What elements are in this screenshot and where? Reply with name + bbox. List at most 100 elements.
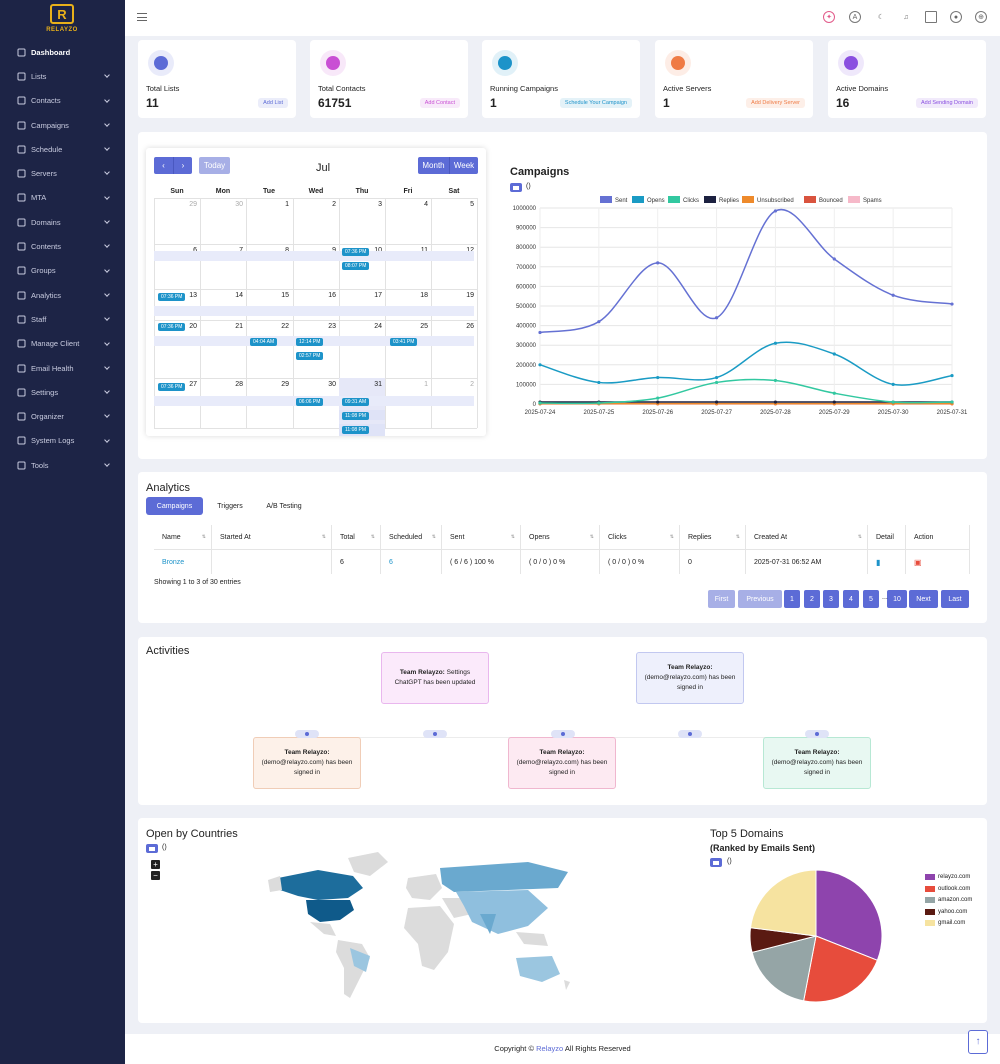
calendar-day[interactable]: 16 <box>328 292 336 299</box>
pagination-previous[interactable]: Previous <box>738 590 782 608</box>
calendar-prev-button[interactable]: ‹ <box>154 157 173 174</box>
column-header[interactable]: Started At ⇅ <box>212 525 332 549</box>
calendar-day[interactable]: 30 <box>328 381 336 388</box>
calendar-day[interactable]: 28 <box>235 381 243 388</box>
sidebar-item-settings[interactable]: Settings <box>0 380 125 404</box>
calendar-day[interactable]: 8 <box>249 247 289 254</box>
week-view-button[interactable]: Week <box>449 157 478 174</box>
calendar-day[interactable]: 14 <box>235 292 243 299</box>
calendar-day[interactable]: 13 <box>189 292 197 299</box>
calendar-day[interactable]: 2 <box>470 381 474 388</box>
calendar-day[interactable]: 24 <box>374 323 382 330</box>
sparkle-icon[interactable]: ✦ <box>823 11 835 23</box>
sidebar-item-staff[interactable]: Staff <box>0 307 125 331</box>
sidebar-item-tools[interactable]: Tools <box>0 453 125 477</box>
calendar-day[interactable]: 27 <box>189 381 197 388</box>
footer-brand-link[interactable]: Relayzo <box>536 1044 564 1053</box>
column-header[interactable]: Detail <box>868 525 906 549</box>
calendar-day[interactable]: 21 <box>235 323 243 330</box>
sidebar-item-groups[interactable]: Groups <box>0 259 125 283</box>
map-date-calendar-icon[interactable] <box>146 844 158 853</box>
sidebar-item-email-health[interactable]: Email Health <box>0 356 125 380</box>
sort-icon[interactable]: ⇅ <box>201 534 206 540</box>
calendar-event[interactable]: 07:36 PM <box>158 293 186 301</box>
calendar-day[interactable]: 20 <box>189 323 197 330</box>
calendar-day[interactable]: 1 <box>424 381 428 388</box>
table-cell[interactable]: 6 <box>381 550 442 574</box>
sidebar-item-contents[interactable]: Contents <box>0 234 125 258</box>
bell-icon[interactable]: ♫ <box>903 13 909 21</box>
calendar-day[interactable]: 12 <box>434 247 474 254</box>
date-range-calendar-icon[interactable] <box>510 183 522 192</box>
column-header[interactable]: Opens ⇅ <box>521 525 600 549</box>
sort-icon[interactable]: ⇅ <box>589 534 594 540</box>
tab-a-b-testing[interactable]: A/B Testing <box>266 502 302 510</box>
map-zoom-in-button[interactable]: + <box>151 860 160 869</box>
column-header[interactable]: Action <box>906 525 970 549</box>
globe-settings-icon[interactable]: ⊕ <box>975 11 987 23</box>
calendar-day[interactable]: 30 <box>235 201 243 208</box>
map-zoom-out-button[interactable]: − <box>151 871 160 880</box>
calendar-day[interactable]: 23 <box>328 323 336 330</box>
calendar-event[interactable]: 07:36 PM <box>342 248 370 256</box>
calendar-day[interactable]: 6 <box>157 247 197 254</box>
calendar-day[interactable]: 18 <box>420 292 428 299</box>
column-header[interactable]: Name ⇅ <box>154 525 212 549</box>
stat-action-button[interactable]: Add Delivery Server <box>746 98 805 108</box>
sidebar-item-servers[interactable]: Servers <box>0 161 125 185</box>
calendar-day[interactable]: 5 <box>470 201 474 208</box>
calendar-day[interactable]: 17 <box>374 292 382 299</box>
fullscreen-icon[interactable] <box>925 11 937 23</box>
calendar-day[interactable]: 26 <box>466 323 474 330</box>
sort-icon[interactable]: ⇅ <box>735 534 740 540</box>
column-header[interactable]: Created At ⇅ <box>746 525 868 549</box>
sidebar-item-system-logs[interactable]: System Logs <box>0 429 125 453</box>
calendar-day[interactable]: 4 <box>424 201 428 208</box>
domains-date-calendar-icon[interactable] <box>710 858 722 867</box>
sort-icon[interactable]: ⇅ <box>431 534 436 540</box>
menu-toggle-icon[interactable] <box>137 13 147 21</box>
sort-icon[interactable]: ⇅ <box>370 534 375 540</box>
sidebar-item-campaigns[interactable]: Campaigns <box>0 113 125 137</box>
column-header[interactable]: Sent ⇅ <box>442 525 521 549</box>
sidebar-item-lists[interactable]: Lists <box>0 64 125 88</box>
sidebar-item-dashboard[interactable]: Dashboard <box>0 40 125 64</box>
sort-icon[interactable]: ⇅ <box>857 534 862 540</box>
pagination-first[interactable]: First <box>708 590 735 608</box>
calendar-event[interactable]: 09:31 AM <box>342 398 370 406</box>
column-header[interactable]: Replies ⇅ <box>680 525 746 549</box>
pagination-1[interactable]: 1 <box>784 590 800 608</box>
calendar-event[interactable]: 11:08 PM <box>342 412 370 420</box>
sort-icon[interactable]: ⇅ <box>321 534 326 540</box>
calendar-event[interactable]: 07:36 PM <box>158 383 186 391</box>
month-view-button[interactable]: Month <box>418 157 449 174</box>
pagination-last[interactable]: Last <box>941 590 969 608</box>
calendar-day[interactable]: 3 <box>378 201 382 208</box>
calendar-event[interactable]: 12:14 PM <box>296 338 324 346</box>
calendar-day[interactable]: 22 <box>281 323 289 330</box>
calendar-next-button[interactable]: › <box>173 157 192 174</box>
sidebar-item-organizer[interactable]: Organizer <box>0 404 125 428</box>
translate-icon[interactable]: A <box>849 11 861 23</box>
sidebar-item-domains[interactable]: Domains <box>0 210 125 234</box>
tab-triggers[interactable]: Triggers <box>217 502 243 510</box>
stat-action-button[interactable]: Add Contact <box>419 98 460 108</box>
user-avatar-icon[interactable]: ● <box>950 11 962 23</box>
calendar-event[interactable]: 08:07 PM <box>342 262 370 270</box>
calendar-day[interactable]: 25 <box>420 323 428 330</box>
pagination-4[interactable]: 4 <box>843 590 859 608</box>
calendar-day[interactable]: 19 <box>466 292 474 299</box>
calendar-event[interactable]: 07:36 PM <box>158 323 186 331</box>
sidebar-item-schedule[interactable]: Schedule <box>0 137 125 161</box>
pagination-10[interactable]: 10 <box>887 590 907 608</box>
calendar-event[interactable]: 02:57 PM <box>296 352 324 360</box>
calendar-day[interactable]: 31 <box>374 381 382 388</box>
calendar-day[interactable]: 2 <box>332 201 336 208</box>
pagination-3[interactable]: 3 <box>823 590 839 608</box>
sort-icon[interactable]: ⇅ <box>669 534 674 540</box>
trash-icon[interactable]: ▣ <box>914 557 922 567</box>
column-header[interactable]: Scheduled ⇅ <box>381 525 442 549</box>
bar-chart-icon[interactable]: ▮ <box>876 557 881 567</box>
sidebar-item-analytics[interactable]: Analytics <box>0 283 125 307</box>
sidebar-item-manage-client[interactable]: Manage Client <box>0 332 125 356</box>
